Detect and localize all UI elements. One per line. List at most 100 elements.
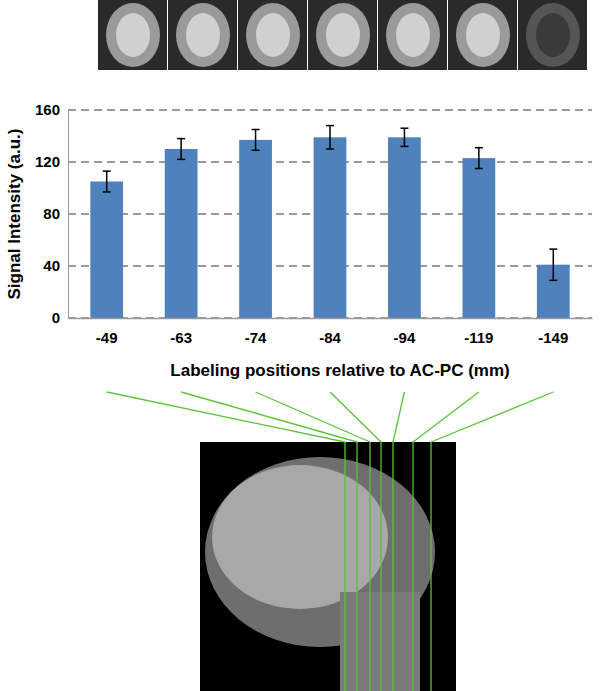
labeling-plane [380,442,381,691]
labeling-plane [412,442,413,691]
error-bar-part [252,129,260,131]
error-bar-part [106,171,108,192]
y-axis: 0 40 80 120 160 [35,101,69,326]
bar [90,182,123,319]
brain-image [106,3,160,67]
error-bar-part [475,168,483,170]
brain-image-bg [448,0,517,70]
brain-image [246,3,300,67]
error-bar-part [549,280,557,282]
x-axis-title: Labeling positions relative to AC-PC (mm… [170,361,509,380]
connector-line [431,392,553,442]
x-tick-label: -149 [538,329,568,346]
y-axis-line [68,111,69,319]
plot [90,126,569,318]
brain-image [526,3,580,67]
x-axis: -49 -63 -74 -84 -94 -119 -149 [69,318,593,346]
brain-image-bg [518,0,587,70]
bar [239,140,272,318]
y-tick-label: 160 [35,101,60,118]
brain-image-inner [536,13,570,57]
error-bar-part [475,147,483,149]
error-bar-part [103,170,111,172]
error-bar-part [180,139,182,160]
x-axis-line [69,318,593,320]
error-bar-part [177,138,185,140]
y-tick: 40 [43,257,68,274]
brain-image-inner [326,13,360,57]
brain-image [316,3,370,67]
x-tick: -63 [170,318,192,346]
y-tick-label: 40 [43,257,60,274]
connector-line [330,392,381,442]
brain-image-inner [466,13,500,57]
brain-image-bg [308,0,377,70]
y-axis-title: Signal Intensity (a.u.) [5,129,24,300]
labeling-plane [430,442,431,691]
brain-image [456,3,510,67]
mri-image [200,442,456,691]
bar [314,137,347,318]
error-bar-part [400,127,408,129]
error-bar-part [252,150,260,152]
labeling-planes [107,392,554,691]
bar [165,149,198,318]
error-bar [475,148,483,169]
brain-image-inner [116,13,150,57]
brain-strip [98,0,587,70]
x-tick: -149 [538,318,568,346]
x-tick: -119 [464,318,493,346]
error-bar-part [404,128,406,146]
error-bar [326,126,334,149]
x-tick-label: -84 [319,329,341,346]
labeling-plane [344,442,345,691]
y-tick-label: 0 [52,309,60,326]
brain-image-bg [98,0,167,70]
error-bar [400,128,408,146]
y-tick-label: 120 [35,153,60,170]
brain-image-inner [256,13,290,57]
error-bar-part [329,126,331,149]
figure: 0 40 80 120 160 -49 -63 -74 -84 -94 -119 -149 Signal… [0,0,601,691]
bar [462,158,495,318]
brain-image-bg [168,0,237,70]
x-tick-label: -94 [394,329,416,346]
x-tick: -84 [319,318,341,346]
y-tick: 120 [35,153,68,170]
mri-neck [340,592,420,691]
brain-image-bg [378,0,447,70]
bar [388,137,421,318]
y-tick: 0 [52,309,68,326]
x-tick-label: -119 [464,329,493,346]
x-tick-label: -49 [96,329,118,346]
brain-image-inner [396,13,430,57]
x-tick: -74 [245,318,267,346]
brain-image [386,3,440,67]
y-tick-label: 80 [43,205,60,222]
x-tick: -49 [96,318,118,346]
y-tick: 80 [43,205,68,222]
connector-line [256,392,370,442]
connector-line [181,392,357,442]
error-bar [252,130,260,151]
x-tick-label: -74 [245,329,267,346]
connector-line [413,392,479,442]
labeling-plane [356,442,357,691]
grid-line [68,109,592,111]
x-tick: -94 [394,318,416,346]
labeling-plane [369,442,370,691]
error-bar-part [177,159,185,161]
error-bar-part [255,130,257,151]
error-bar-part [103,191,111,193]
grid [68,110,592,318]
error-bar [177,139,185,160]
connector-line [107,392,345,442]
error-bar-part [553,249,555,280]
error-bar-part [326,148,334,150]
error-bar-part [400,146,408,148]
y-tick: 160 [35,101,68,118]
brain-image-inner [186,13,220,57]
error-bar [549,249,557,280]
error-bar-part [549,248,557,250]
error-bar [103,171,111,192]
